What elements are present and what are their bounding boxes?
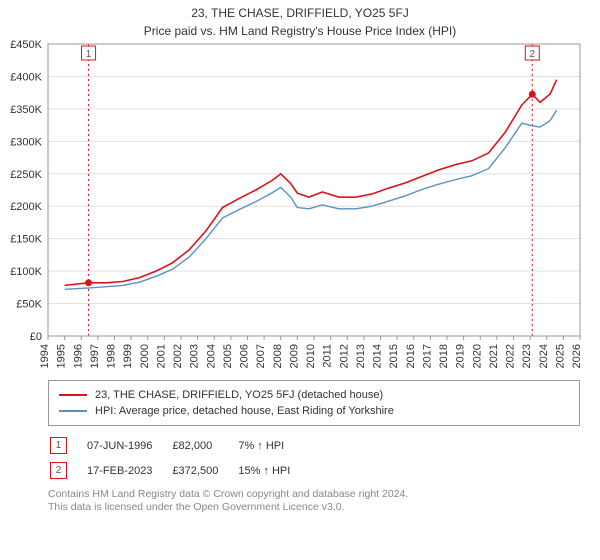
svg-text:£250K: £250K (10, 169, 42, 181)
marker-table: 1 07-JUN-1996£82,0007% ↑ HPI 2 17-FEB-2023£… (48, 432, 310, 484)
marker-number-box: 2 (50, 462, 67, 479)
title-address: 23, THE CHASE, DRIFFIELD, YO25 5FJ (0, 6, 600, 20)
svg-text:£200K: £200K (10, 201, 42, 213)
marker-pct: 15% ↑ HPI (238, 459, 308, 482)
svg-text:2012: 2012 (338, 344, 350, 368)
svg-text:2001: 2001 (155, 344, 167, 368)
svg-text:2016: 2016 (405, 344, 417, 368)
svg-text:2007: 2007 (255, 344, 267, 368)
legend-swatch (59, 394, 87, 396)
svg-text:1998: 1998 (106, 344, 118, 368)
svg-text:£50K: £50K (16, 299, 42, 311)
svg-text:£0: £0 (30, 331, 42, 343)
chart-titles: 23, THE CHASE, DRIFFIELD, YO25 5FJ Price… (0, 0, 600, 38)
svg-text:£350K: £350K (10, 104, 42, 116)
footer-attribution: Contains HM Land Registry data © Crown c… (48, 488, 580, 514)
svg-text:2000: 2000 (139, 344, 151, 368)
svg-text:£150K: £150K (10, 234, 42, 246)
svg-text:2008: 2008 (272, 344, 284, 368)
svg-text:2022: 2022 (505, 344, 517, 368)
svg-text:£100K: £100K (10, 266, 42, 278)
svg-text:2015: 2015 (388, 344, 400, 368)
svg-text:1996: 1996 (72, 344, 84, 368)
footer-line2: This data is licensed under the Open Gov… (48, 501, 580, 514)
marker-date: 17-FEB-2023 (87, 459, 170, 482)
svg-text:2006: 2006 (239, 344, 251, 368)
svg-text:1995: 1995 (56, 344, 68, 368)
svg-text:2025: 2025 (554, 344, 566, 368)
svg-text:2026: 2026 (571, 344, 583, 368)
svg-text:2021: 2021 (488, 344, 500, 368)
svg-text:£450K: £450K (10, 39, 42, 51)
svg-text:2024: 2024 (538, 344, 550, 368)
footer-line1: Contains HM Land Registry data © Crown c… (48, 488, 580, 501)
svg-text:2023: 2023 (521, 344, 533, 368)
svg-text:2014: 2014 (372, 344, 384, 368)
legend-row: 23, THE CHASE, DRIFFIELD, YO25 5FJ (deta… (59, 387, 569, 403)
price-chart: £0 £50K £100K £150K £200K £250K £300K £350K £400… (0, 38, 600, 380)
svg-text:1999: 1999 (122, 344, 134, 368)
svg-text:2017: 2017 (421, 344, 433, 368)
marker-number-box: 1 (50, 437, 67, 454)
marker-pct: 7% ↑ HPI (238, 434, 308, 457)
svg-text:1994: 1994 (39, 344, 51, 368)
svg-text:£400K: £400K (10, 71, 42, 83)
svg-text:1: 1 (86, 49, 92, 60)
legend-label: 23, THE CHASE, DRIFFIELD, YO25 5FJ (deta… (95, 387, 383, 403)
svg-text:2019: 2019 (455, 344, 467, 368)
svg-text:2005: 2005 (222, 344, 234, 368)
title-subtitle: Price paid vs. HM Land Registry's House … (0, 24, 600, 38)
svg-text:2: 2 (530, 49, 536, 60)
svg-text:2013: 2013 (355, 344, 367, 368)
svg-text:2004: 2004 (205, 344, 217, 368)
svg-text:2003: 2003 (189, 344, 201, 368)
marker-row: 2 17-FEB-2023£372,50015% ↑ HPI (50, 459, 308, 482)
marker-price: £82,000 (172, 434, 236, 457)
svg-text:2011: 2011 (322, 344, 334, 368)
svg-text:2002: 2002 (172, 344, 184, 368)
svg-text:1997: 1997 (89, 344, 101, 368)
legend: 23, THE CHASE, DRIFFIELD, YO25 5FJ (deta… (48, 380, 580, 426)
legend-row: HPI: Average price, detached house, East… (59, 403, 569, 419)
legend-swatch (59, 410, 87, 412)
svg-text:2009: 2009 (288, 344, 300, 368)
svg-text:2020: 2020 (471, 344, 483, 368)
marker-date: 07-JUN-1996 (87, 434, 170, 457)
svg-text:2018: 2018 (438, 344, 450, 368)
svg-text:2010: 2010 (305, 344, 317, 368)
svg-text:£300K: £300K (10, 136, 42, 148)
legend-label: HPI: Average price, detached house, East… (95, 403, 394, 419)
marker-price: £372,500 (172, 459, 236, 482)
marker-row: 1 07-JUN-1996£82,0007% ↑ HPI (50, 434, 308, 457)
